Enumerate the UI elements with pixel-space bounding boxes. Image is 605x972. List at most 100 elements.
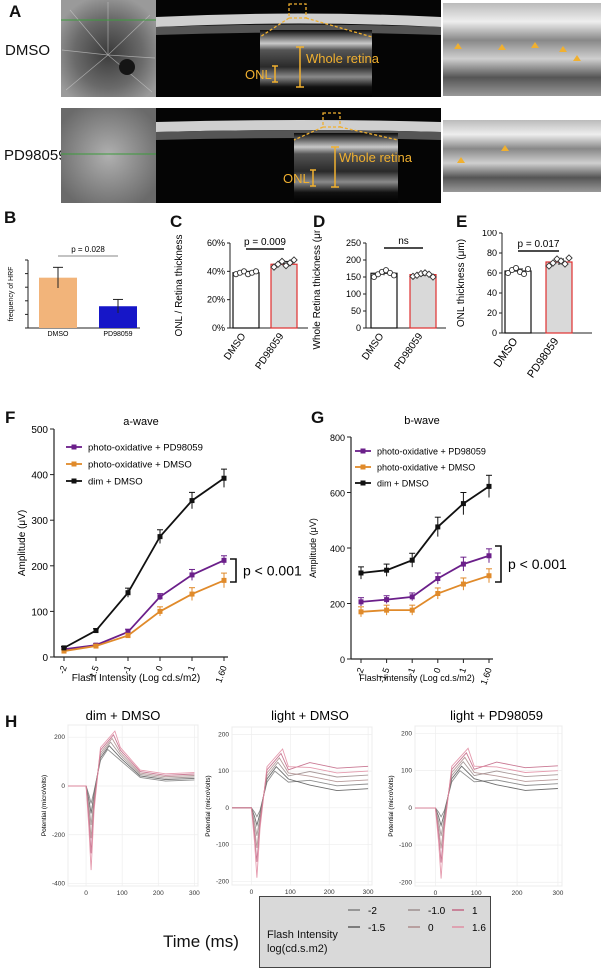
data-point bbox=[61, 645, 67, 651]
chart-d-whole-retina: 0 50 100 150 200 250 DMSO PD98059 ns Whole Retina… bbox=[312, 230, 446, 372]
y-tick-label: -200 bbox=[52, 832, 65, 839]
plot-area bbox=[231, 726, 373, 886]
y-axis-label: Amplitude (μV) bbox=[308, 518, 318, 578]
y-tick-label: 100 bbox=[482, 230, 497, 238]
legend-label: photo-oxidative + DMSO bbox=[88, 460, 192, 471]
erg-trace bbox=[415, 770, 558, 818]
data-point bbox=[189, 498, 195, 504]
data-point bbox=[460, 581, 466, 587]
y-tick-label: 40 bbox=[487, 288, 497, 298]
category-label: PD98059 bbox=[254, 331, 287, 372]
plot-area bbox=[414, 725, 563, 887]
legend-swatches: -2 -1.0 1 -1.5 0 1.6 bbox=[348, 906, 486, 934]
y-tick-label: 0 bbox=[340, 655, 345, 665]
series-line bbox=[360, 485, 490, 574]
y-tick-label: 200 bbox=[54, 734, 65, 741]
data-point bbox=[435, 524, 441, 530]
p-value: p = 0.017 bbox=[518, 239, 560, 250]
legend-unit: log(cd.s.m2) bbox=[267, 943, 328, 955]
data-point bbox=[384, 597, 390, 603]
legend-item-label: 1.6 bbox=[472, 923, 486, 934]
erg-trace bbox=[232, 766, 369, 828]
y-tick-label: 600 bbox=[330, 489, 345, 499]
x-tick-label: 1 bbox=[457, 666, 468, 674]
flash-intensity-legend: Flash Intensity log(cd.s.m2) -2 -1.0 1 -1.5… bbox=[259, 896, 491, 968]
x-tick-label: 100 bbox=[117, 890, 128, 895]
x-tick-label: 200 bbox=[512, 890, 523, 895]
category-label: DMSO bbox=[492, 335, 521, 369]
data-point bbox=[409, 594, 415, 600]
zoom-image-dmso bbox=[443, 3, 601, 96]
data-point bbox=[460, 501, 466, 507]
x-tick-label: -2 bbox=[354, 666, 366, 677]
fundus-image-pd98059 bbox=[61, 108, 156, 203]
data-point bbox=[435, 576, 441, 582]
data-point bbox=[409, 607, 415, 613]
p-value: p < 0.001 bbox=[508, 556, 567, 572]
data-point bbox=[549, 259, 557, 267]
data-point bbox=[93, 628, 99, 634]
data-point bbox=[61, 648, 67, 654]
erg-trace bbox=[68, 748, 195, 804]
data-point bbox=[486, 553, 492, 559]
legend-title: Flash Intensity bbox=[267, 929, 338, 941]
data-point bbox=[252, 268, 260, 275]
x-tick-label: 0 bbox=[432, 666, 443, 674]
y-tick-label: 0 bbox=[356, 323, 361, 333]
data-point bbox=[221, 577, 227, 583]
x-tick-label: -1.5 bbox=[86, 664, 101, 682]
y-axis-label: Whole Retina thickness (μm) bbox=[312, 230, 323, 350]
panel-a-oct-images: Whole retina ONL Whole retina ONL bbox=[61, 0, 601, 203]
annot-whole-retina-pd98059: Whole retina bbox=[339, 150, 413, 165]
x-tick-label: 0 bbox=[84, 890, 88, 895]
p-value: ns bbox=[398, 236, 409, 247]
category-label: DMSO bbox=[222, 331, 248, 362]
legend-label: photo-oxidative + DMSO bbox=[377, 463, 475, 473]
x-tick-label: 100 bbox=[471, 890, 482, 895]
y-tick-label: 0% bbox=[212, 323, 225, 333]
significance-bracket bbox=[495, 545, 502, 583]
data-point bbox=[561, 260, 569, 268]
x-tick-label: 300 bbox=[552, 890, 563, 895]
data-point bbox=[504, 269, 512, 277]
data-point bbox=[93, 643, 99, 649]
data-point bbox=[460, 561, 466, 567]
data-point bbox=[221, 475, 227, 481]
y-tick-label: 0 bbox=[408, 805, 412, 812]
category-label: PD98059 bbox=[103, 331, 132, 338]
data-point bbox=[520, 270, 528, 278]
chart-b-hrf-frequency: DMSO PD98059 p = 0.028 frequency of HRF bbox=[8, 245, 140, 338]
x-tick-label: 0 bbox=[434, 890, 438, 895]
bar-pd98059 bbox=[545, 261, 573, 334]
x-tick-label: -2 bbox=[57, 664, 69, 675]
data-point bbox=[157, 594, 163, 600]
y-axis-label: ONL / Retina thickness bbox=[174, 235, 185, 337]
data-point bbox=[125, 633, 131, 639]
y-tick-label: 0 bbox=[225, 805, 229, 812]
data-point bbox=[125, 629, 131, 635]
y-axis-label: Potential (microVolts) bbox=[41, 775, 48, 836]
data-point bbox=[358, 609, 364, 615]
x-tick-label: 300 bbox=[189, 890, 200, 895]
y-tick-label: 200 bbox=[31, 562, 48, 573]
y-tick-label: 0 bbox=[61, 783, 65, 790]
data-point bbox=[240, 268, 248, 275]
y-tick-label: 500 bbox=[31, 425, 48, 436]
data-point bbox=[384, 567, 390, 573]
y-tick-label: 400 bbox=[330, 544, 345, 554]
data-point bbox=[512, 264, 520, 272]
y-tick-label: 250 bbox=[346, 238, 361, 248]
bar-dmso bbox=[504, 270, 532, 334]
chart-f-a-wave: a-wave 0 100 200 300 400 500 -2 -1.5 -1 0 1 1.60 phot… bbox=[17, 416, 302, 684]
y-tick-label: 40% bbox=[207, 266, 225, 276]
x-tick-label: 0 bbox=[154, 664, 165, 672]
y-tick-label: -200 bbox=[399, 879, 412, 886]
trace-panel-title: light + DMSO bbox=[271, 708, 349, 723]
chart-c-onl-ratio: 0% 20% 40% 60% DMSO PD98059 p = 0.009 ONL / Ret… bbox=[174, 235, 308, 372]
chart-g-b-wave: b-wave 0 200 400 600 800 -2 -1.5 -1 0 1 1.60 photo-o… bbox=[308, 415, 567, 685]
series-line bbox=[360, 574, 490, 613]
erg-trace bbox=[415, 747, 558, 879]
legend-item-label: 0 bbox=[428, 923, 434, 934]
legend-item-label: -1.0 bbox=[428, 906, 446, 917]
erg-trace bbox=[232, 748, 369, 878]
